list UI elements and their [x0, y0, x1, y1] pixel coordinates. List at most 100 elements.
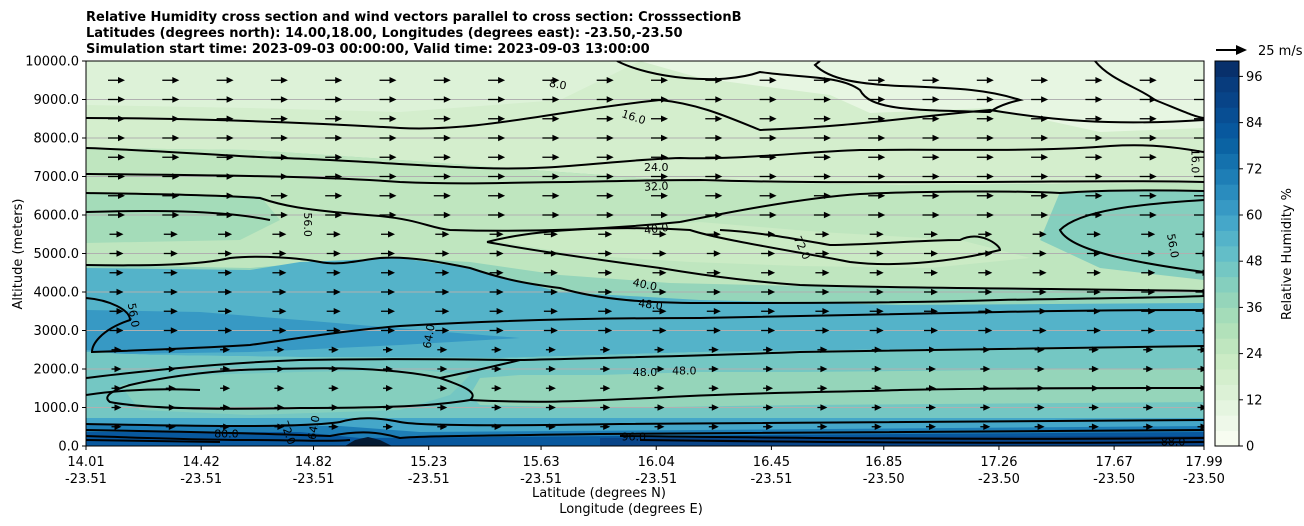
wind-vector-head [333, 288, 341, 296]
wind-vector-head [876, 327, 884, 334]
wind-vector-head [168, 404, 176, 411]
x-tick-label-lat: 15.63 [522, 455, 559, 470]
x-tick-label-lon: -23.51 [750, 472, 792, 487]
contour-label: 56.0 [125, 302, 142, 328]
wind-vector-head [876, 308, 884, 315]
x-tick-label-lat: 17.67 [1096, 455, 1133, 470]
x-tick-label-lat: 17.26 [980, 455, 1017, 470]
wind-vector-head [331, 404, 339, 411]
wind-vector-head [226, 96, 234, 103]
wind-vector-head [114, 346, 122, 353]
wind-vector-head [442, 288, 450, 296]
wind-vector-head [1146, 423, 1154, 430]
wind-vector-head [496, 250, 504, 257]
wind-vector-head [1037, 423, 1045, 430]
wind-vector-head [335, 192, 343, 199]
wind-vector-head [931, 250, 938, 257]
colorbar-label: Relative Humidity % [1280, 188, 1295, 320]
wind-vector-head [498, 211, 506, 219]
wind-vector-head [661, 154, 668, 161]
wind-vector-head [114, 385, 122, 392]
wind-vector-head [603, 365, 611, 373]
wind-vector-head [114, 404, 122, 411]
wind-vector-head [386, 365, 393, 373]
wind-vector-head [1149, 192, 1157, 199]
x-tick-label-lat: 17.99 [1185, 455, 1222, 470]
contour-line-40f [486, 241, 1204, 292]
wind-vector-head [550, 327, 558, 334]
wind-vector-head [823, 115, 831, 122]
wind-vector-head [713, 250, 721, 257]
contour-label: 48.0 [638, 297, 664, 313]
wind-vector-head [279, 269, 287, 276]
wind-key-label: 25 m/s [1258, 44, 1303, 59]
x-tick-label-lon: -23.51 [293, 472, 335, 487]
wind-vector-head [1039, 269, 1047, 276]
wind-vector-head [333, 231, 341, 238]
wind-vector-head [335, 211, 343, 219]
wind-vector-head [170, 327, 178, 334]
wind-vector-head [172, 96, 180, 103]
contour-label: 8.0 [548, 77, 567, 93]
x-tick-label-lon: -23.51 [635, 472, 677, 487]
wind-vector-head [386, 423, 393, 430]
contour-label: 48.0 [633, 366, 658, 379]
y-tick-label: 9000.0 [34, 93, 80, 108]
wind-vector-head [335, 154, 343, 161]
wind-vector-head [711, 404, 719, 411]
wind-vector-head [335, 77, 343, 84]
wind-vector-head [331, 365, 339, 373]
wind-vector-head [550, 308, 558, 315]
wind-vector-head [931, 269, 938, 276]
contour-line-surface-e [86, 439, 221, 443]
wind-vector-head [606, 211, 614, 219]
wind-vector-head [985, 231, 993, 238]
colorbar-swatch [1215, 122, 1239, 139]
wind-vector-head [876, 231, 884, 238]
wind-vector-head [878, 211, 886, 219]
wind-vector-head [277, 346, 285, 353]
wind-vector-head [331, 385, 339, 392]
wind-vector-head [605, 308, 613, 315]
wind-vector-head [443, 77, 451, 84]
wind-vector-head [277, 365, 285, 373]
wind-vector-head [552, 115, 560, 122]
wind-vector-head [223, 385, 231, 392]
wind-vector-head [335, 173, 343, 180]
wind-vector-head [548, 365, 556, 373]
wind-vector-head [1148, 231, 1156, 238]
wind-vector-head [769, 211, 777, 219]
wind-vector-head [823, 211, 831, 219]
wind-vector-head [874, 404, 882, 411]
wind-vector-head [440, 346, 448, 353]
wind-vector-head [769, 154, 777, 161]
wind-vector-head [552, 211, 560, 219]
wind-vector-head [552, 77, 560, 84]
wind-vector-head [1093, 250, 1101, 257]
wind-vector-head [769, 134, 777, 142]
wind-vector-head [277, 423, 285, 430]
wind-vector-head [168, 423, 176, 430]
wind-vector-head [1091, 365, 1099, 373]
wind-vector-head [335, 96, 343, 103]
wind-vector-head [657, 385, 665, 392]
wind-vector-head [389, 173, 397, 180]
wind-vector-head [929, 365, 936, 373]
wind-vector-head [606, 173, 614, 180]
wind-vector-head [769, 115, 777, 122]
colorbar-tick-label: 36 [1246, 301, 1263, 316]
wind-vector-head [280, 192, 288, 199]
wind-vector-head [1093, 327, 1101, 334]
wind-vector-head [116, 250, 124, 257]
colorbar-swatch [1215, 245, 1239, 262]
wind-vector-head [494, 423, 502, 430]
wind-vector-head [715, 96, 723, 103]
contour-line-64b [86, 388, 201, 396]
wind-vector-head [1095, 77, 1103, 84]
contour-line-56 [86, 297, 1204, 354]
wind-vector-head [114, 365, 122, 373]
wind-vector-head [498, 77, 506, 84]
wind-vector-head [878, 192, 886, 199]
wind-vector-head [1146, 346, 1154, 353]
wind-vector-head [606, 115, 614, 122]
